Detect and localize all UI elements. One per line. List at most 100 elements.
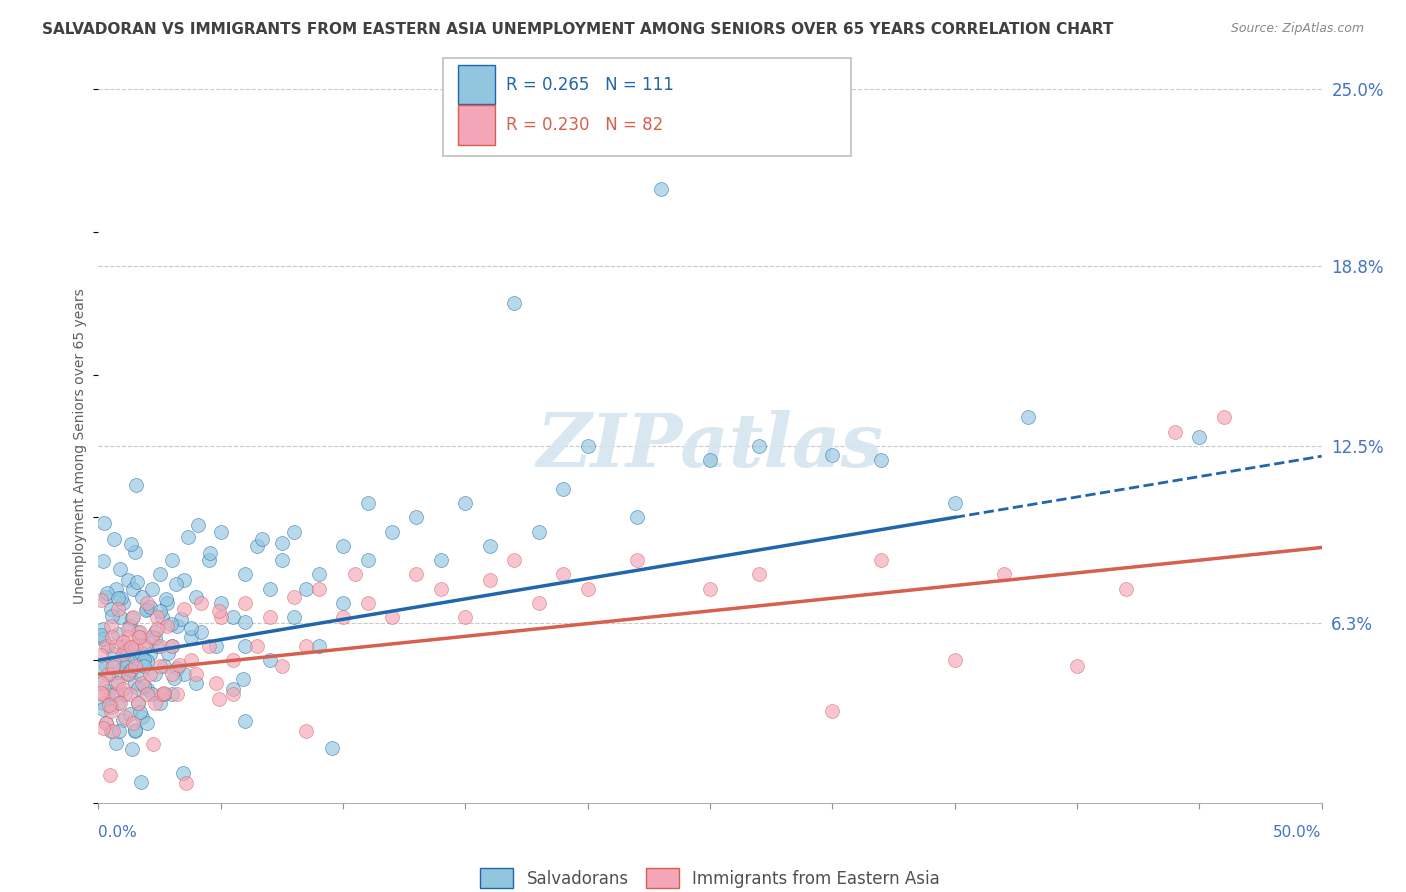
Point: [132, 652, 155, 666]
Point: [250, 532, 273, 546]
Point: [136, 681, 159, 696]
Point: [650, 182, 672, 196]
Text: Source: ZipAtlas.com: Source: ZipAtlas.com: [1230, 22, 1364, 36]
Point: [187, 517, 209, 532]
Point: [283, 610, 305, 624]
Point: [174, 775, 197, 789]
Point: [209, 610, 232, 624]
Point: [1115, 582, 1137, 596]
Point: [120, 619, 142, 633]
Point: [124, 723, 146, 737]
Text: R = 0.230   N = 82: R = 0.230 N = 82: [506, 116, 664, 134]
Point: [114, 687, 136, 701]
Point: [121, 611, 143, 625]
Point: [110, 696, 132, 710]
Point: [107, 591, 129, 605]
Point: [356, 596, 378, 610]
Point: [134, 639, 156, 653]
Point: [90, 686, 112, 700]
Point: [165, 576, 187, 591]
Point: [111, 648, 134, 662]
Point: [98, 698, 121, 712]
Point: [91, 696, 114, 710]
Point: [166, 687, 188, 701]
Point: [259, 653, 281, 667]
Point: [430, 553, 453, 567]
Point: [1017, 410, 1039, 425]
Point: [111, 681, 134, 696]
Point: [163, 672, 186, 686]
Point: [104, 582, 127, 596]
Point: [141, 687, 163, 701]
Point: [124, 639, 146, 653]
Point: [101, 658, 124, 673]
Point: [153, 687, 176, 701]
Point: [90, 676, 112, 690]
Point: [699, 582, 721, 596]
Point: [121, 741, 143, 756]
Point: [527, 524, 550, 539]
Point: [124, 658, 146, 673]
Point: [149, 639, 172, 653]
Point: [205, 639, 228, 653]
Point: [209, 524, 232, 539]
Point: [124, 640, 146, 654]
Point: [100, 700, 122, 714]
Point: [222, 610, 245, 624]
Point: [270, 553, 294, 567]
Point: [100, 619, 122, 633]
Point: [124, 676, 146, 690]
Point: [205, 676, 228, 690]
Point: [166, 619, 188, 633]
Point: [160, 553, 183, 567]
Point: [160, 639, 183, 653]
Point: [90, 659, 112, 673]
Point: [125, 574, 148, 589]
Point: [134, 639, 156, 653]
Point: [160, 667, 183, 681]
Point: [430, 582, 453, 596]
Point: [173, 667, 195, 681]
Point: [129, 646, 152, 660]
Point: [104, 676, 127, 690]
Point: [108, 723, 131, 738]
Point: [381, 524, 404, 539]
Point: [115, 642, 138, 657]
Point: [122, 648, 145, 663]
Point: [222, 687, 245, 701]
Point: [259, 582, 281, 596]
Point: [208, 691, 231, 706]
Text: SALVADORAN VS IMMIGRANTS FROM EASTERN ASIA UNEMPLOYMENT AMONG SENIORS OVER 65 YE: SALVADORAN VS IMMIGRANTS FROM EASTERN AS…: [42, 22, 1114, 37]
Point: [124, 544, 146, 558]
Point: [232, 673, 254, 687]
Point: [90, 648, 112, 662]
Point: [125, 477, 148, 491]
Point: [91, 632, 114, 646]
Point: [405, 510, 427, 524]
Point: [155, 592, 177, 607]
Point: [135, 603, 157, 617]
Point: [114, 639, 136, 653]
Point: [94, 591, 117, 605]
Point: [173, 601, 195, 615]
Point: [208, 604, 231, 618]
Point: [748, 567, 770, 582]
Point: [146, 623, 169, 637]
Point: [101, 660, 124, 674]
Point: [111, 596, 134, 610]
Point: [142, 737, 165, 751]
Point: [870, 553, 893, 567]
Point: [129, 630, 152, 644]
Point: [121, 715, 143, 730]
Point: [344, 567, 367, 582]
Point: [173, 573, 195, 587]
Point: [308, 639, 330, 653]
Point: [94, 639, 117, 653]
Point: [141, 630, 163, 644]
Point: [1164, 425, 1187, 439]
Point: [117, 667, 139, 681]
Point: [576, 439, 599, 453]
Point: [107, 601, 129, 615]
Point: [156, 619, 179, 633]
Point: [132, 659, 155, 673]
